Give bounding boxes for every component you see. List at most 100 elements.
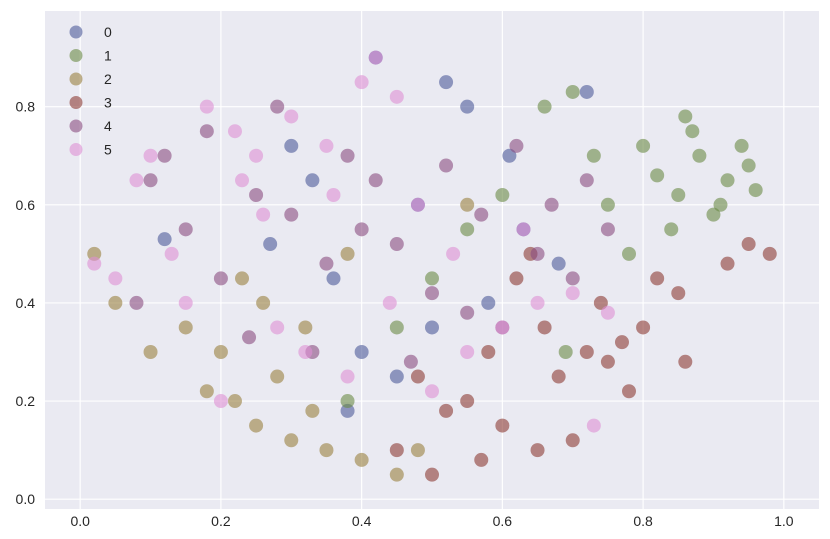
scatter-point-series-1 bbox=[678, 109, 693, 124]
scatter-point-series-4 bbox=[199, 124, 214, 139]
scatter-point-series-4 bbox=[544, 197, 559, 212]
scatter-point-series-5 bbox=[410, 197, 425, 212]
scatter-point-series-5 bbox=[129, 173, 144, 188]
scatter-point-series-0 bbox=[502, 148, 517, 163]
scatter-point-series-2 bbox=[235, 271, 250, 286]
legend-marker-0 bbox=[69, 25, 83, 39]
scatter-point-series-2 bbox=[199, 384, 214, 399]
scatter-point-series-1 bbox=[340, 394, 355, 409]
scatter-point-series-5 bbox=[326, 187, 341, 202]
scatter-point-series-4 bbox=[157, 148, 172, 163]
scatter-point-series-3 bbox=[565, 433, 580, 448]
scatter-point-series-3 bbox=[636, 320, 651, 335]
scatter-point-series-1 bbox=[565, 84, 580, 99]
scatter-point-series-5 bbox=[586, 418, 601, 433]
scatter-point-series-1 bbox=[600, 197, 615, 212]
scatter-point-series-3 bbox=[481, 344, 496, 359]
scatter-point-series-3 bbox=[474, 452, 489, 467]
legend-label-3: 3 bbox=[104, 95, 112, 111]
scatter-point-series-0 bbox=[425, 320, 439, 335]
scatter-point-series-3 bbox=[741, 237, 756, 252]
scatter-point-series-3 bbox=[600, 354, 615, 369]
scatter-point-series-0 bbox=[551, 256, 566, 271]
legend-marker-4 bbox=[69, 119, 83, 133]
scatter-point-series-0 bbox=[579, 84, 594, 99]
scatter-point-series-4 bbox=[509, 138, 524, 153]
x-tick-label: 0.8 bbox=[633, 513, 653, 529]
scatter-point-series-1 bbox=[586, 148, 601, 163]
scatter-points bbox=[87, 50, 777, 482]
scatter-point-series-1 bbox=[537, 99, 552, 114]
x-tick-label: 1.0 bbox=[774, 513, 794, 529]
x-tick-label: 0.2 bbox=[211, 513, 231, 529]
scatter-point-series-4 bbox=[319, 256, 334, 271]
scatter-point-series-3 bbox=[551, 369, 566, 384]
scatter-point-series-2 bbox=[298, 320, 313, 335]
scatter-point-series-0 bbox=[389, 369, 404, 384]
legend-label-0: 0 bbox=[104, 24, 112, 40]
scatter-point-series-5 bbox=[249, 148, 264, 163]
scatter-point-series-1 bbox=[685, 124, 700, 139]
scatter-point-series-2 bbox=[354, 452, 369, 467]
scatter-point-series-5 bbox=[382, 295, 397, 310]
scatter-point-series-4 bbox=[354, 222, 369, 237]
scatter-point-series-2 bbox=[213, 344, 228, 359]
scatter-point-series-5 bbox=[87, 256, 102, 271]
legend-label-5: 5 bbox=[104, 142, 112, 158]
scatter-point-series-1 bbox=[425, 271, 439, 286]
scatter-point-series-5 bbox=[460, 344, 475, 359]
scatter-point-series-4 bbox=[565, 271, 580, 286]
scatter-point-series-0 bbox=[354, 344, 369, 359]
scatter-point-series-2 bbox=[270, 369, 285, 384]
gridlines bbox=[45, 11, 819, 509]
scatter-point-series-2 bbox=[305, 403, 320, 418]
y-tick-label: 0.4 bbox=[16, 295, 36, 311]
scatter-point-series-5 bbox=[298, 344, 313, 359]
legend-label-1: 1 bbox=[104, 48, 112, 64]
x-tick-label: 0.4 bbox=[352, 513, 372, 529]
scatter-point-series-1 bbox=[734, 138, 749, 153]
scatter-point-series-0 bbox=[460, 99, 475, 114]
scatter-point-series-4 bbox=[270, 99, 285, 114]
scatter-point-series-3 bbox=[439, 403, 454, 418]
scatter-point-series-3 bbox=[495, 418, 510, 433]
scatter-point-series-5 bbox=[340, 369, 355, 384]
scatter-point-series-0 bbox=[263, 237, 278, 252]
scatter-point-series-0 bbox=[481, 295, 496, 310]
scatter-point-series-2 bbox=[108, 295, 123, 310]
scatter-point-series-0 bbox=[284, 138, 299, 153]
y-tick-label: 0.0 bbox=[16, 491, 36, 507]
scatter-point-series-4 bbox=[579, 173, 594, 188]
scatter-point-series-1 bbox=[622, 246, 637, 261]
scatter-point-series-2 bbox=[284, 433, 299, 448]
scatter-point-series-3 bbox=[410, 369, 425, 384]
scatter-point-series-3 bbox=[614, 335, 629, 350]
scatter-point-series-3 bbox=[720, 256, 735, 271]
scatter-point-series-5 bbox=[389, 89, 404, 104]
scatter-point-series-4 bbox=[129, 295, 144, 310]
scatter-point-series-4 bbox=[474, 207, 489, 222]
scatter-point-series-1 bbox=[636, 138, 651, 153]
scatter-point-series-1 bbox=[650, 168, 665, 183]
y-tick-label: 0.8 bbox=[16, 99, 36, 115]
scatter-point-series-4 bbox=[439, 158, 454, 173]
scatter-point-series-5 bbox=[446, 246, 461, 261]
scatter-point-series-4 bbox=[403, 354, 418, 369]
scatter-point-series-1 bbox=[389, 320, 404, 335]
scatter-point-series-4 bbox=[368, 173, 383, 188]
legend-marker-1 bbox=[69, 49, 83, 62]
scatter-point-series-4 bbox=[340, 148, 355, 163]
scatter-point-series-3 bbox=[593, 295, 608, 310]
scatter-point-series-1 bbox=[741, 158, 756, 173]
scatter-point-series-2 bbox=[227, 394, 242, 409]
scatter-point-series-5 bbox=[368, 50, 383, 65]
scatter-point-series-3 bbox=[460, 394, 475, 409]
scatter-point-series-5 bbox=[199, 99, 214, 114]
scatter-point-series-0 bbox=[305, 173, 320, 188]
scatter-point-series-4 bbox=[242, 330, 257, 345]
scatter-point-series-3 bbox=[389, 443, 404, 458]
x-tick-label: 0.6 bbox=[493, 513, 513, 529]
scatter-point-series-4 bbox=[249, 187, 264, 202]
scatter-point-series-1 bbox=[558, 344, 573, 359]
